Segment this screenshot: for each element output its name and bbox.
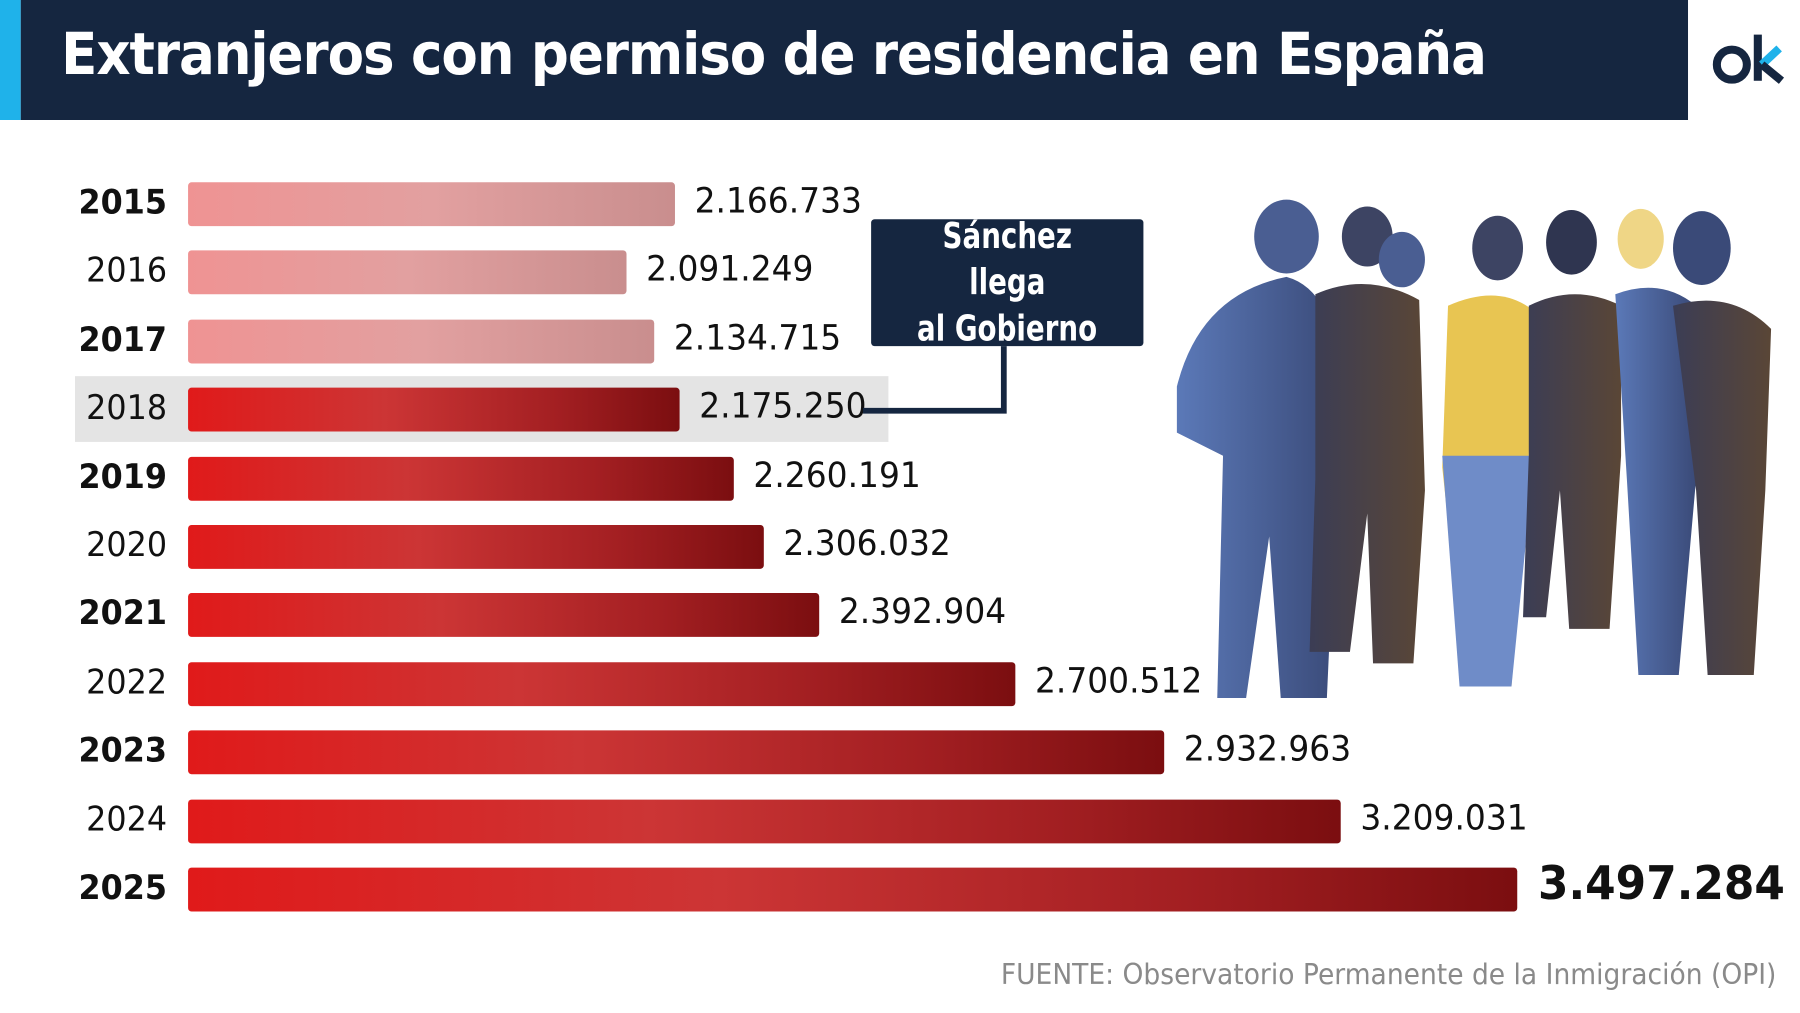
- annotation-callout: Sánchez llega al Gobierno: [871, 216, 1144, 350]
- year-label-2020: 2020: [86, 524, 168, 565]
- value-label-2021: 2.392.904: [838, 592, 1007, 633]
- value-label-2016: 2.091.249: [646, 249, 814, 291]
- page-title: Extranjeros con permiso de residencia en…: [61, 20, 1487, 88]
- year-label-2015: 2015: [78, 182, 168, 222]
- bar-2022: [188, 662, 1016, 706]
- group-photo: [1176, 199, 1772, 699]
- year-label-2024: 2024: [86, 799, 168, 839]
- year-label-2016: 2016: [86, 250, 168, 291]
- year-label-2017: 2017: [78, 319, 168, 359]
- value-label-2025: 3.497.284: [1538, 857, 1785, 911]
- accent-strip: [0, 0, 21, 120]
- year-label-2018: 2018: [86, 387, 168, 428]
- bar-2023: [188, 730, 1165, 775]
- year-label-2022: 2022: [86, 662, 168, 702]
- bar-2018: [188, 387, 681, 432]
- person-figures: [1176, 199, 1772, 699]
- value-label-2020: 2.306.032: [783, 523, 951, 565]
- bar-2016: [188, 250, 627, 295]
- bar-2019: [188, 456, 735, 501]
- bar-2021: [188, 593, 820, 638]
- value-label-2024: 3.209.031: [1359, 797, 1528, 839]
- annotation-line1: Sánchez llega: [942, 215, 1072, 304]
- bar-2015: [188, 182, 675, 227]
- title-bar: Extranjeros con permiso de residencia en…: [20, 0, 1689, 120]
- bar-2020: [188, 524, 764, 569]
- source-note: FUENTE: Observatorio Permanente de la In…: [1001, 957, 1777, 992]
- value-label-2015: 2.166.733: [694, 181, 862, 222]
- value-label-2018: 2.175.250: [699, 386, 868, 428]
- bar-2025: [188, 867, 1518, 912]
- year-label-2021: 2021: [78, 593, 168, 633]
- value-label-2019: 2.260.191: [753, 455, 922, 496]
- value-label-2017: 2.134.715: [673, 318, 842, 359]
- bar-2017: [188, 319, 655, 364]
- year-label-2023: 2023: [78, 730, 168, 770]
- annotation-line2: al Gobierno: [917, 308, 1098, 350]
- year-label-2019: 2019: [78, 456, 168, 496]
- bar-2024: [188, 799, 1341, 843]
- value-label-2023: 2.932.963: [1183, 729, 1351, 770]
- year-label-2025: 2025: [78, 867, 168, 907]
- value-label-2022: 2.700.512: [1035, 660, 1203, 702]
- ok-logo: [1712, 34, 1785, 84]
